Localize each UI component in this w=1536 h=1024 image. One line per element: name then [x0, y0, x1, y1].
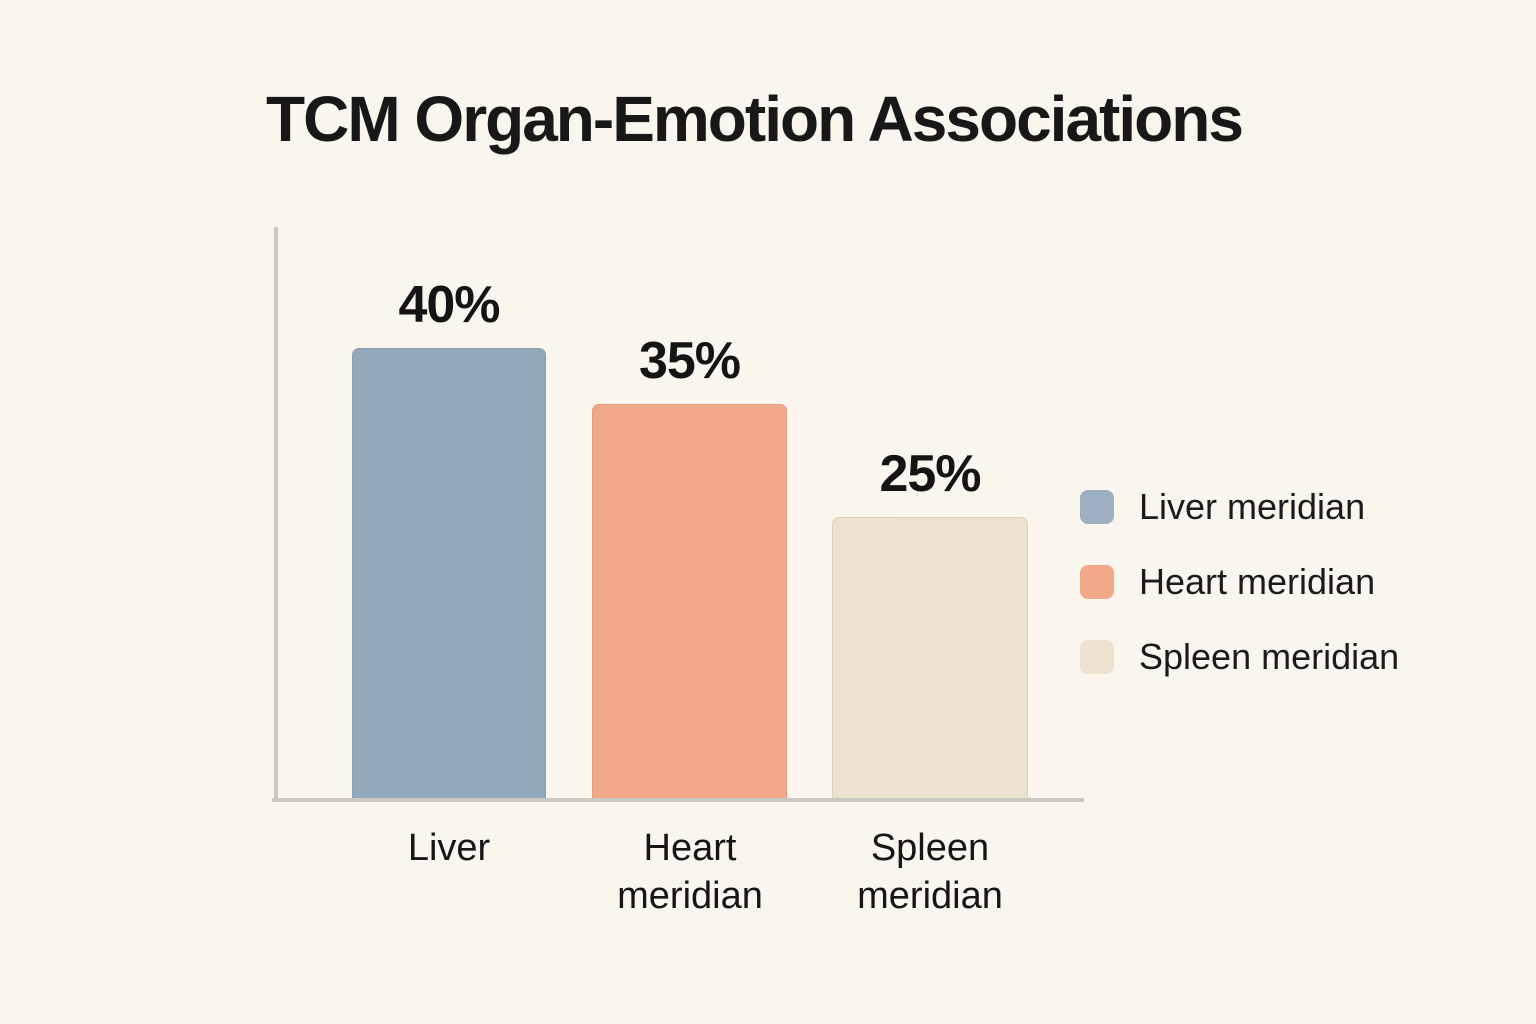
bar-group-liver: 40%	[352, 275, 546, 798]
bar-heart[interactable]	[592, 404, 787, 798]
legend-label-liver: Liver meridian	[1139, 486, 1366, 527]
chart-title: TCM Organ-Emotion Associations	[266, 83, 1244, 155]
legend-label-heart: Heart meridian	[1139, 561, 1376, 602]
bar-liver[interactable]	[352, 348, 546, 798]
x-tick-label-heart: Heart meridian	[617, 827, 763, 917]
x-tick-label-spleen: Spleen meridian	[857, 827, 1003, 917]
legend-swatch-spleen	[1080, 640, 1114, 674]
bar-group-spleen: 25%	[832, 444, 1028, 798]
legend-row-spleen: Spleen meridian	[1080, 636, 1399, 678]
value-label-spleen: 25%	[879, 445, 981, 503]
bar-group-heart: 35%	[592, 331, 787, 798]
legend-row-liver: Liver meridian	[1080, 486, 1399, 528]
value-label-heart: 35%	[638, 332, 741, 390]
bar-spleen[interactable]	[832, 517, 1028, 798]
legend-swatch-heart	[1080, 565, 1114, 599]
legend: Liver meridian Heart meridian Spleen mer…	[1080, 486, 1399, 678]
x-tick-label-liver: Liver	[407, 827, 491, 869]
legend-label-spleen: Spleen meridian	[1139, 636, 1400, 677]
value-label-liver: 40%	[398, 276, 500, 334]
legend-swatch-liver	[1080, 490, 1114, 524]
x-axis-line	[272, 798, 1084, 802]
y-axis-line	[274, 227, 278, 802]
legend-row-heart: Heart meridian	[1080, 561, 1399, 603]
